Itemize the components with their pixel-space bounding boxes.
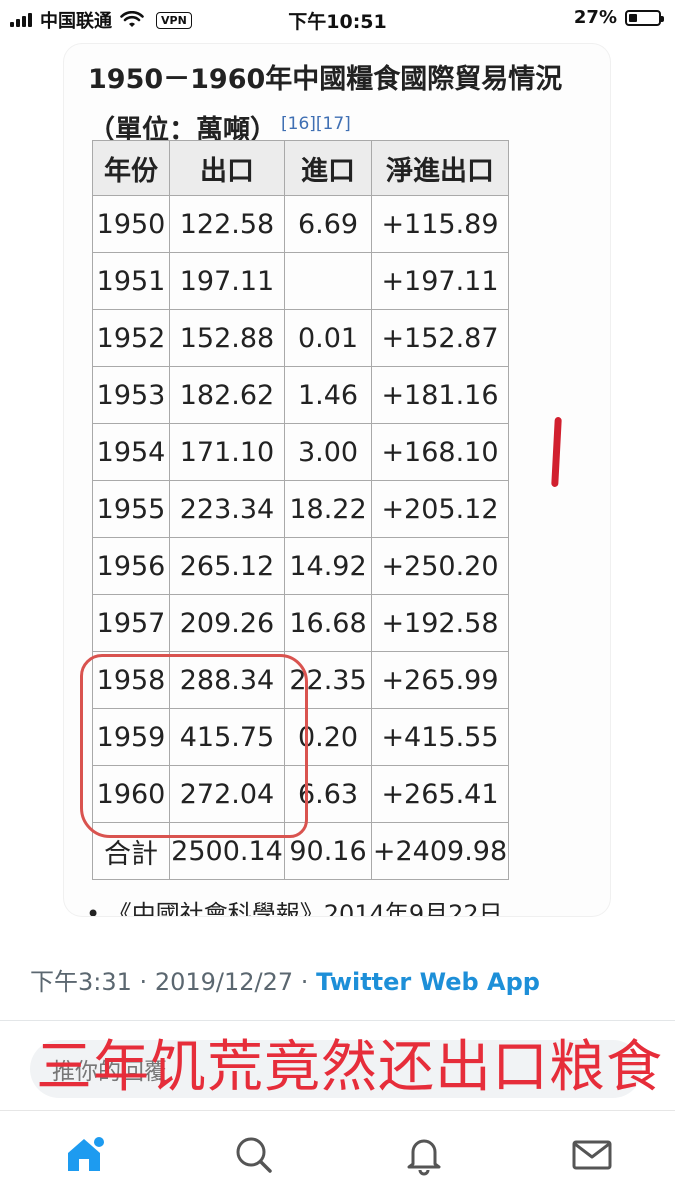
home-icon (68, 1137, 104, 1171)
cell-import: 16.68 (284, 594, 372, 652)
table-row: 1951 197.11 +197.11 (92, 252, 509, 310)
cell-year: 1954 (92, 423, 170, 481)
signal-icon (10, 13, 32, 27)
cell-net: +168.10 (371, 423, 509, 481)
tweet-date: 2019/12/27 (154, 968, 294, 996)
cell-year: 1950 (92, 195, 170, 253)
cell-net: +152.87 (371, 309, 509, 367)
meta-separator: · (139, 968, 148, 996)
red-circle-annotation (80, 654, 308, 838)
source-citation: • 《中國社會科學報》2014年9月22日 (86, 900, 503, 916)
tab-home[interactable] (62, 1133, 106, 1177)
messages-icon (572, 1140, 612, 1170)
table-row: 1956 265.12 14.92 +250.20 (92, 537, 509, 595)
divider (0, 1020, 675, 1021)
status-left: 中国联通 VPN (10, 7, 192, 33)
cell-year: 1951 (92, 252, 170, 310)
cell-export: 415.75 (169, 708, 285, 766)
table-row: 1954 171.10 3.00 +168.10 (92, 423, 509, 481)
tweet-time: 下午3:31 (30, 968, 132, 996)
cell-export: 288.34 (169, 651, 285, 709)
cell-year: 1955 (92, 480, 170, 538)
tweet-media-image[interactable]: 1950－1960年中國糧食國際貿易情況 （單位：萬噸） [16][17] 年份 … (64, 44, 610, 916)
cell-import: 14.92 (284, 537, 372, 595)
status-right: 27% (573, 7, 664, 28)
table-title-line1: 1950－1960年中國糧食國際貿易情況 (88, 64, 563, 95)
battery-percent: 27% (573, 7, 617, 28)
cell-year: 1956 (92, 537, 170, 595)
reply-placeholder: 推你的回覆 (52, 1059, 167, 1085)
table-row: 1960 272.04 6.63 +265.41 (92, 765, 509, 823)
vpn-badge: VPN (156, 11, 192, 29)
tweet-source-app-link[interactable]: Twitter Web App (316, 968, 540, 996)
wifi-icon (120, 11, 144, 27)
cell-year: 1957 (92, 594, 170, 652)
cell-year: 1959 (92, 708, 170, 766)
cell-net: +415.55 (371, 708, 509, 766)
cell-net: +192.58 (371, 594, 509, 652)
cell-export: 122.58 (169, 195, 285, 253)
cell-export: 197.11 (169, 252, 285, 310)
cell-import: 6.69 (284, 195, 372, 253)
cell-import (284, 252, 372, 310)
notifications-icon (407, 1139, 441, 1176)
cell-import: 3.00 (284, 423, 372, 481)
cell-net: +205.12 (371, 480, 509, 538)
table-row: 1957 209.26 16.68 +192.58 (92, 594, 509, 652)
cell-export: 152.88 (169, 309, 285, 367)
cell-net: +265.41 (371, 765, 509, 823)
table-refs: [16][17] (281, 114, 351, 134)
cell-net: +197.11 (371, 252, 509, 310)
cell-net: +265.99 (371, 651, 509, 709)
table-title: 1950－1960年中國糧食國際貿易情況 （單位：萬噸） [16][17] (88, 58, 598, 153)
reply-input[interactable] (30, 1040, 642, 1098)
table-row: 1959 415.75 0.20 +415.55 (92, 708, 509, 766)
tab-messages[interactable] (570, 1133, 614, 1177)
cell-export: 2500.14 (169, 822, 285, 880)
table-row: 1952 152.88 0.01 +152.87 (92, 309, 509, 367)
cell-export: 265.12 (169, 537, 285, 595)
header-year: 年份 (92, 140, 170, 196)
cell-import: 0.01 (284, 309, 372, 367)
header-net: 淨進出口 (371, 140, 509, 196)
tweet-timestamp: 下午3:31 · 2019/12/27 · Twitter Web App (30, 962, 540, 997)
cell-net: +2409.98 (371, 822, 509, 880)
tab-notifications[interactable] (402, 1133, 446, 1177)
header-export: 出口 (169, 140, 285, 196)
cell-net: +181.16 (371, 366, 509, 424)
carrier-label: 中国联通 (40, 11, 112, 32)
table-row: 1953 182.62 1.46 +181.16 (92, 366, 509, 424)
cell-import: 1.46 (284, 366, 372, 424)
cell-import: 18.22 (284, 480, 372, 538)
cell-export: 209.26 (169, 594, 285, 652)
cell-export: 171.10 (169, 423, 285, 481)
table-row: 1950 122.58 6.69 +115.89 (92, 195, 509, 253)
cell-year: 1952 (92, 309, 170, 367)
status-time: 下午10:51 (288, 11, 387, 33)
meta-separator: · (300, 968, 309, 996)
cell-year: 1953 (92, 366, 170, 424)
bottom-tab-bar (0, 1110, 675, 1201)
table-header-row: 年份 出口 進口 淨進出口 (92, 140, 509, 196)
cell-net: +115.89 (371, 195, 509, 253)
table-row: 1955 223.34 18.22 +205.12 (92, 480, 509, 538)
cell-export: 182.62 (169, 366, 285, 424)
status-bar: 中国联通 VPN 下午10:51 27% (0, 0, 675, 38)
cell-net: +250.20 (371, 537, 509, 595)
cell-export: 223.34 (169, 480, 285, 538)
overlay-caption: 三年饥荒竟然还出口粮食 (36, 1035, 663, 1100)
search-icon (236, 1137, 272, 1173)
battery-fill (629, 13, 637, 22)
tab-search[interactable] (232, 1133, 276, 1177)
battery-icon (625, 9, 664, 26)
header-import: 進口 (284, 140, 372, 196)
